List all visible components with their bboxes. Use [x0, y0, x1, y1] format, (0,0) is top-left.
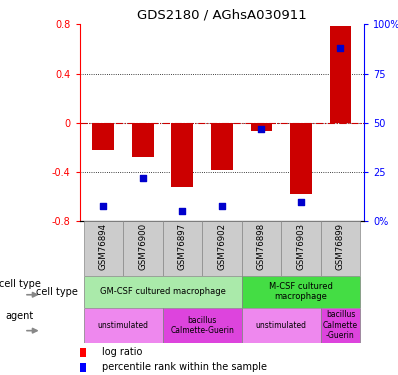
Point [100, 202, 107, 208]
Bar [132, 123, 154, 157]
Text: bacillus
Calmette-Guerin: bacillus Calmette-Guerin [170, 316, 234, 335]
Bar [281, 221, 321, 276]
Bar [123, 221, 163, 276]
Text: bacillus
Calmette
-Guerin: bacillus Calmette -Guerin [323, 310, 358, 340]
Text: GSM76903: GSM76903 [297, 223, 305, 270]
Text: GSM76902: GSM76902 [217, 223, 226, 270]
Text: agent: agent [6, 311, 34, 321]
Bar [172, 123, 193, 187]
Point [258, 126, 265, 132]
Text: cell type: cell type [0, 279, 41, 289]
Text: GSM76900: GSM76900 [139, 223, 147, 270]
Bar [92, 123, 114, 150]
Bar [290, 123, 312, 194]
Title: GDS2180 / AGhsA030911: GDS2180 / AGhsA030911 [137, 9, 307, 22]
Bar [84, 221, 123, 276]
Bar [321, 221, 360, 276]
Bar [80, 363, 86, 372]
Bar [84, 308, 163, 343]
Text: M-CSF cultured
macrophage: M-CSF cultured macrophage [269, 282, 333, 301]
Text: GSM76897: GSM76897 [178, 223, 187, 270]
Text: cell type: cell type [36, 286, 78, 297]
Point [140, 175, 146, 181]
Point [298, 199, 304, 205]
Bar [242, 221, 281, 276]
Bar [84, 276, 242, 308]
Bar [242, 276, 360, 308]
Text: GM-CSF cultured macrophage: GM-CSF cultured macrophage [100, 287, 226, 296]
Text: GSM76898: GSM76898 [257, 223, 266, 270]
Point [337, 45, 343, 51]
Point [179, 209, 185, 214]
Text: GSM76899: GSM76899 [336, 223, 345, 270]
Text: unstimulated: unstimulated [256, 321, 307, 330]
Bar [202, 221, 242, 276]
Text: GSM76894: GSM76894 [99, 223, 108, 270]
Bar [80, 348, 86, 357]
Bar [321, 308, 360, 343]
Text: percentile rank within the sample: percentile rank within the sample [102, 362, 267, 372]
Bar [163, 308, 242, 343]
Bar [242, 308, 321, 343]
Bar [163, 221, 202, 276]
Bar [211, 123, 233, 170]
Text: log ratio: log ratio [102, 347, 143, 357]
Bar [330, 26, 351, 123]
Text: unstimulated: unstimulated [98, 321, 148, 330]
Point [219, 202, 225, 208]
Bar [250, 123, 272, 131]
